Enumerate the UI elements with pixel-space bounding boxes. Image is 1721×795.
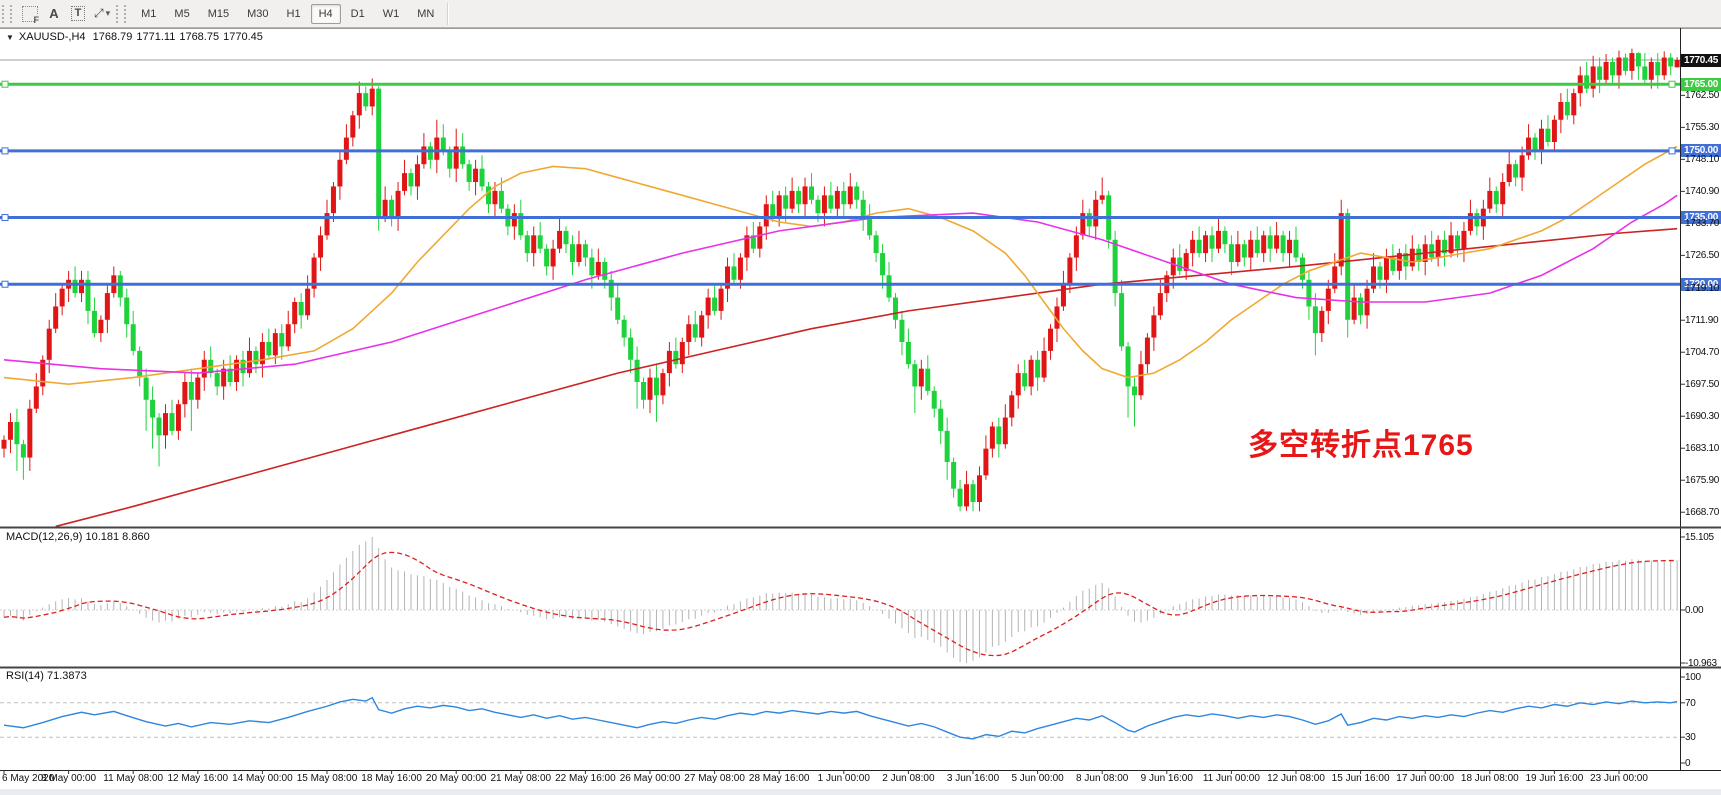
pointer-arrows-icon: ⤢ <box>94 6 104 20</box>
pointer-tools-button[interactable]: ⤢ ▾ <box>90 3 114 25</box>
text-tool-icon: A <box>49 6 59 21</box>
ma-red-line <box>55 227 1678 528</box>
timeframe-button-h4[interactable]: H4 <box>310 3 341 24</box>
pane-borders <box>0 28 1721 771</box>
timeframe-button-h1[interactable]: H1 <box>279 4 309 24</box>
collapse-caret-icon[interactable]: ▼ <box>6 33 14 42</box>
symbol-period-label: XAUUSD-,H4 <box>18 31 86 43</box>
chart-title: ▼ XAUUSD-,H4 1768.79 1771.11 1768.75 1770.45 <box>6 31 267 43</box>
dropdown-caret-icon: ▾ <box>105 8 111 18</box>
toolbar-drag-handle-2[interactable] <box>116 4 127 23</box>
toolbar-drag-handle[interactable] <box>2 4 12 23</box>
price-axis-ticks <box>1680 94 1685 513</box>
hline-1720.00[interactable] <box>0 280 1680 288</box>
timeframe-button-m30[interactable]: M30 <box>239 4 276 24</box>
timeframe-button-m5[interactable]: M5 <box>166 4 197 24</box>
toolbar: F A T ⤢ ▾ M1 M5 M15 M30 H1 H4 D1 W1 MN <box>0 0 1721 28</box>
ma-orange-line <box>3 145 1678 386</box>
hline-1765.00[interactable] <box>0 80 1680 88</box>
toolbar-separator <box>447 2 450 25</box>
rsi-line <box>3 696 1678 740</box>
hline-1735.00[interactable] <box>0 214 1680 222</box>
template-icon: F <box>22 5 39 25</box>
timeframe-button-m1[interactable]: M1 <box>133 4 164 24</box>
timeframe-button-mn[interactable]: MN <box>409 4 442 24</box>
timeframe-button-group: M1 M5 M15 M30 H1 H4 D1 W1 MN <box>132 3 443 24</box>
low-value: 1768.75 <box>179 31 220 43</box>
high-value: 1771.11 <box>136 31 176 43</box>
rsi-indicator-label: RSI(14) 71.3873 <box>6 670 87 682</box>
textbox-tool-button[interactable]: T <box>66 3 90 25</box>
chart-annotation-text[interactable]: 多空转折点1765 <box>1248 429 1474 462</box>
template-tool-button[interactable]: F <box>18 3 42 25</box>
close-value: 1770.45 <box>223 31 263 43</box>
date-axis-ticks <box>3 770 1620 774</box>
timeframe-button-m15[interactable]: M15 <box>200 4 237 24</box>
textbox-tool-icon: T <box>70 6 86 21</box>
hline-1750.00[interactable] <box>0 147 1680 155</box>
open-value: 1768.79 <box>92 31 133 43</box>
timeframe-button-w1[interactable]: W1 <box>375 4 408 24</box>
macd-indicator-label: MACD(12,26,9) 10.181 8.860 <box>6 531 150 543</box>
macd-signal-line <box>3 551 1678 657</box>
candles-series <box>1 48 1680 512</box>
ma-magenta-line <box>3 194 1678 374</box>
timeframe-button-d1[interactable]: D1 <box>343 4 373 24</box>
window-bottom-strip <box>0 789 1721 795</box>
rsi-pane <box>0 676 1685 764</box>
text-tool-button[interactable]: A <box>42 3 66 25</box>
macd-histogram <box>0 536 1685 664</box>
